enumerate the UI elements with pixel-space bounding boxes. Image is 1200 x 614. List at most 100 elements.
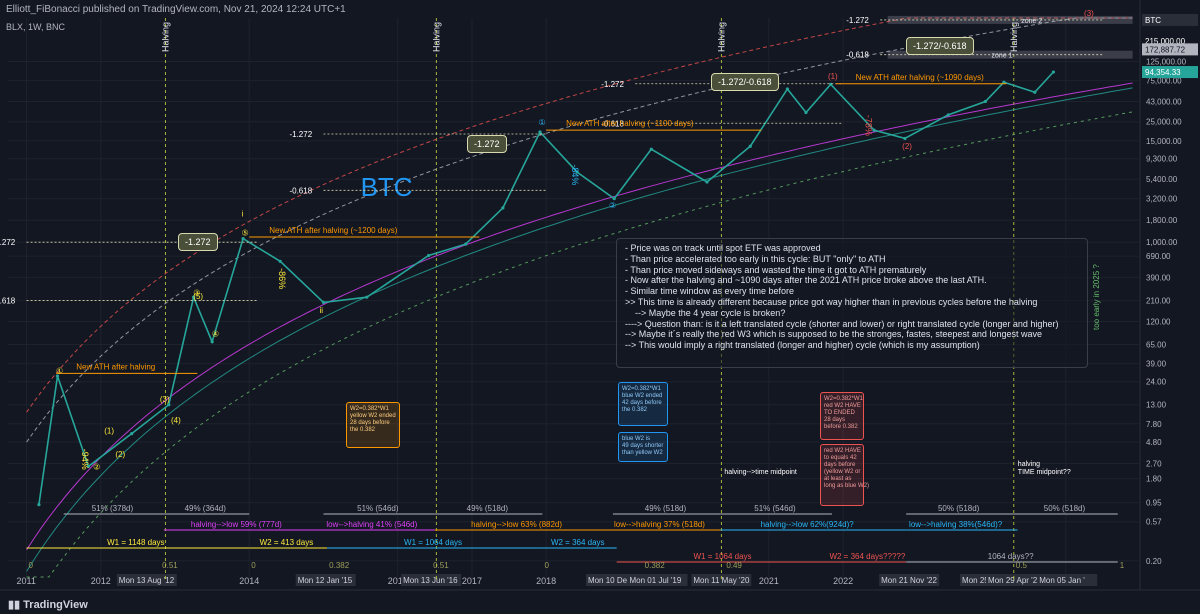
too-early-note: too early in 2025 ?	[1092, 264, 1101, 330]
fib-level-label: -1.272	[846, 16, 869, 25]
fib-time-label: 0	[29, 561, 34, 570]
wave-label: ②	[609, 201, 616, 210]
fib-time-label: 0.382	[645, 561, 666, 570]
price-tag: 172,887.72	[1145, 45, 1186, 54]
date-label: Mon 10 Dec '18	[588, 576, 644, 585]
fib-level-label: -1.272	[289, 130, 312, 139]
band-green	[26, 87, 1133, 572]
cycle-label: 51% (546d)	[357, 504, 399, 513]
btc-price-point	[464, 242, 468, 246]
price-axis-bg	[1140, 0, 1200, 614]
x-tick-label: 2021	[759, 576, 779, 586]
note-red-w2-equal: red W2 HAVE to equals 42 days before (ye…	[820, 444, 869, 506]
y-tick-label: 3,200.00	[1146, 195, 1178, 204]
wave-label: (1)	[104, 427, 114, 436]
cycle-label: 1064 days??	[988, 552, 1034, 561]
wave-label: (3)	[160, 395, 170, 404]
wave-label: (4)	[171, 416, 181, 425]
cycle-label: W1 = 1148 days	[107, 538, 164, 547]
y-tick-label: 0.57	[1146, 518, 1162, 527]
date-label: Mon 05 Jan '	[1039, 576, 1085, 585]
ath-label: New ATH after halving	[76, 362, 155, 371]
btc-price-point	[804, 110, 808, 115]
y-tick-label: 210.00	[1146, 297, 1171, 306]
zone-1-label: zone 1	[992, 53, 1013, 60]
date-label: Mon 13 Aug '12	[119, 576, 175, 585]
wave-label: (3)	[1084, 9, 1094, 18]
tradingview-logo[interactable]: ▮▮ TradingView	[8, 598, 88, 611]
price-tag: 94,354.33	[1145, 68, 1181, 77]
x-tick-label: 2018	[536, 576, 556, 586]
btc-price-line	[38, 71, 1054, 505]
btc-price-point	[575, 170, 579, 174]
midpoint-callout-2: TIME midpoint??	[1018, 469, 1071, 476]
fib-level-label: -0.618	[289, 186, 312, 195]
price-tag: BTC	[1145, 16, 1161, 25]
y-tick-label: 690.00	[1146, 252, 1171, 261]
btc-price-point	[501, 206, 505, 210]
y-tick-label: 390.00	[1146, 273, 1171, 282]
wave-label: (1)	[828, 72, 838, 81]
y-tick-label: 5,400.00	[1146, 175, 1178, 184]
y-tick-label: 24.00	[1146, 378, 1167, 387]
fib-time-label: 0	[251, 561, 256, 570]
date-label-bg	[116, 574, 177, 586]
wave-label: (5)	[193, 292, 203, 301]
band-lower	[26, 111, 1133, 578]
date-label-bg	[295, 574, 356, 586]
halving-label: Halving	[160, 22, 170, 52]
y-tick-label: 25,000.00	[1146, 118, 1182, 127]
brand-label: TradingView	[23, 599, 88, 611]
note-line: - Than price moved sideways and wasted t…	[625, 264, 927, 275]
cycle-label: W1 = 1064 days	[694, 552, 752, 561]
halving-label: Halving	[431, 22, 441, 52]
x-tick-label: 2011	[17, 576, 36, 586]
fib-time-label: 0.49	[726, 561, 742, 570]
date-label: Mon 21 Nov '22	[881, 576, 937, 585]
date-label-bg	[986, 574, 1047, 586]
y-tick-label: 75,000.00	[1146, 77, 1182, 86]
note-line: --> This would imply a right translated …	[625, 340, 980, 351]
cycle-label: halving-->low 59% (777d)	[191, 520, 282, 529]
drawdown-label: -78%	[863, 115, 873, 136]
note-line: --> Maybe it´s really the red W3 which i…	[625, 329, 1042, 340]
btc-price-point	[321, 300, 326, 305]
ath-label: New ATH after halving (~1100 days)	[566, 119, 694, 128]
fib-time-label: 0	[544, 561, 549, 570]
ath-label: New ATH after halving (~1090 days)	[856, 73, 984, 82]
wave-label: ②	[93, 462, 100, 471]
drawdown-label: -84%	[570, 164, 580, 185]
y-tick-label: 65.00	[1146, 340, 1167, 349]
btc-price-point	[86, 464, 91, 468]
btc-price-point	[829, 82, 833, 86]
price-tag-bg	[1142, 66, 1198, 79]
date-label: Mon 13 Jun '16	[403, 576, 458, 585]
btc-price-point	[191, 295, 196, 299]
cycle-label: 51% (546d)	[754, 504, 796, 513]
btc-price-point	[872, 128, 876, 132]
btc-price-point	[365, 295, 369, 299]
note-line: - Price was on track until spot ETF was …	[625, 243, 821, 253]
y-tick-label: 0.95	[1146, 499, 1162, 508]
analysis-notes: - Price was on track until spot ETF was …	[616, 238, 1088, 368]
date-label-bg	[627, 574, 688, 586]
btc-price-point	[241, 237, 245, 241]
btc-price-point	[130, 432, 134, 436]
note-blue-shorter: blue W2 is 49 days shorter than yellow W…	[618, 432, 668, 462]
btc-price-point	[612, 197, 616, 201]
publisher-line: Elliott_FiBonacci published on TradingVi…	[6, 4, 346, 15]
date-label: Mon 01 Jul '19	[630, 576, 682, 585]
cycle-label: W2 = 413 days	[260, 538, 314, 547]
drawdown-label: -94%	[80, 449, 90, 470]
note-line: --> Maybe the 4 year cycle is broken?	[625, 307, 786, 318]
y-tick-label: 4.80	[1146, 438, 1162, 447]
btc-price-point	[37, 503, 41, 507]
y-tick-label: 120.00	[1146, 318, 1171, 327]
btc-price-point	[167, 403, 171, 407]
fib-level-label: -0.618	[0, 297, 16, 306]
btc-price-point	[748, 144, 752, 148]
wave-label: ①	[56, 366, 63, 375]
fib-callout-4: -1.272/-0.618	[906, 37, 974, 55]
tv-logo-icon: ▮▮	[8, 599, 24, 611]
